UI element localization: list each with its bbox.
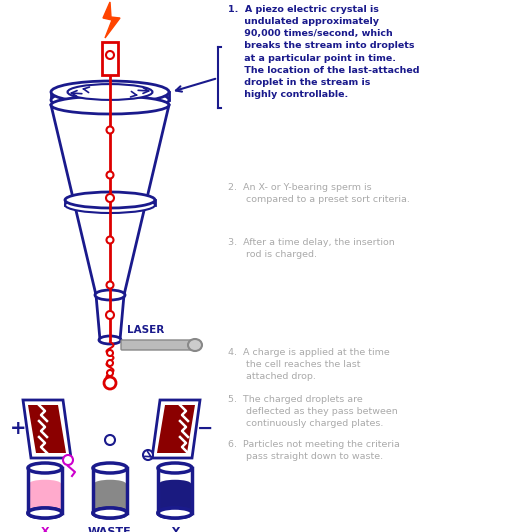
- Circle shape: [106, 51, 114, 59]
- Polygon shape: [23, 400, 71, 458]
- Ellipse shape: [188, 339, 202, 351]
- Polygon shape: [152, 400, 200, 458]
- Circle shape: [143, 450, 153, 460]
- Circle shape: [106, 311, 114, 319]
- Bar: [102, 42, 118, 75]
- Bar: [94, 484, 126, 515]
- Ellipse shape: [95, 290, 125, 300]
- Text: −: −: [197, 419, 213, 437]
- Text: X: X: [41, 527, 49, 532]
- Circle shape: [107, 360, 113, 366]
- Text: 4.  A charge is applied at the time
      the cell reaches the last
      attach: 4. A charge is applied at the time the c…: [228, 348, 390, 381]
- Ellipse shape: [99, 336, 121, 344]
- Circle shape: [63, 455, 73, 465]
- Circle shape: [104, 377, 116, 389]
- Ellipse shape: [29, 480, 61, 488]
- Ellipse shape: [28, 508, 62, 518]
- Text: 2.  An X- or Y-bearing sperm is
      compared to a preset sort criteria.: 2. An X- or Y-bearing sperm is compared …: [228, 183, 410, 204]
- Polygon shape: [51, 105, 169, 295]
- Ellipse shape: [65, 192, 155, 208]
- Ellipse shape: [67, 84, 153, 100]
- Circle shape: [107, 370, 113, 376]
- Ellipse shape: [93, 508, 127, 518]
- Polygon shape: [28, 405, 66, 453]
- Ellipse shape: [93, 463, 127, 473]
- Text: Y: Y: [171, 527, 179, 532]
- Ellipse shape: [28, 463, 62, 473]
- Ellipse shape: [93, 508, 127, 518]
- Ellipse shape: [51, 96, 169, 114]
- Polygon shape: [96, 295, 124, 340]
- Text: WASTE: WASTE: [88, 527, 132, 532]
- Ellipse shape: [28, 508, 62, 518]
- Circle shape: [106, 281, 114, 288]
- Bar: [29, 484, 61, 515]
- Circle shape: [106, 171, 114, 179]
- Ellipse shape: [65, 197, 155, 213]
- Polygon shape: [103, 2, 120, 38]
- Ellipse shape: [51, 89, 169, 111]
- Circle shape: [107, 350, 113, 356]
- Ellipse shape: [158, 508, 192, 518]
- Ellipse shape: [158, 463, 192, 473]
- Ellipse shape: [51, 81, 169, 103]
- Circle shape: [106, 127, 114, 134]
- Circle shape: [106, 237, 114, 244]
- FancyBboxPatch shape: [121, 340, 191, 350]
- Bar: [51, 92, 169, 100]
- Polygon shape: [157, 405, 195, 453]
- Text: +: +: [10, 419, 26, 437]
- Circle shape: [106, 194, 114, 202]
- Ellipse shape: [94, 480, 126, 488]
- Bar: [65, 200, 155, 205]
- Text: 3.  After a time delay, the insertion
      rod is charged.: 3. After a time delay, the insertion rod…: [228, 238, 395, 259]
- Ellipse shape: [158, 508, 192, 518]
- Ellipse shape: [159, 480, 191, 488]
- Text: 1.  A piezo electric crystal is
     undulated approximately
     90,000 times/s: 1. A piezo electric crystal is undulated…: [228, 5, 419, 99]
- Text: 6.  Particles not meeting the criteria
      pass straight down to waste.: 6. Particles not meeting the criteria pa…: [228, 440, 400, 461]
- Bar: [159, 484, 191, 515]
- Circle shape: [105, 435, 115, 445]
- Text: LASER: LASER: [127, 325, 164, 335]
- Text: 5.  The charged droplets are
      deflected as they pass between
      continuo: 5. The charged droplets are deflected as…: [228, 395, 398, 428]
